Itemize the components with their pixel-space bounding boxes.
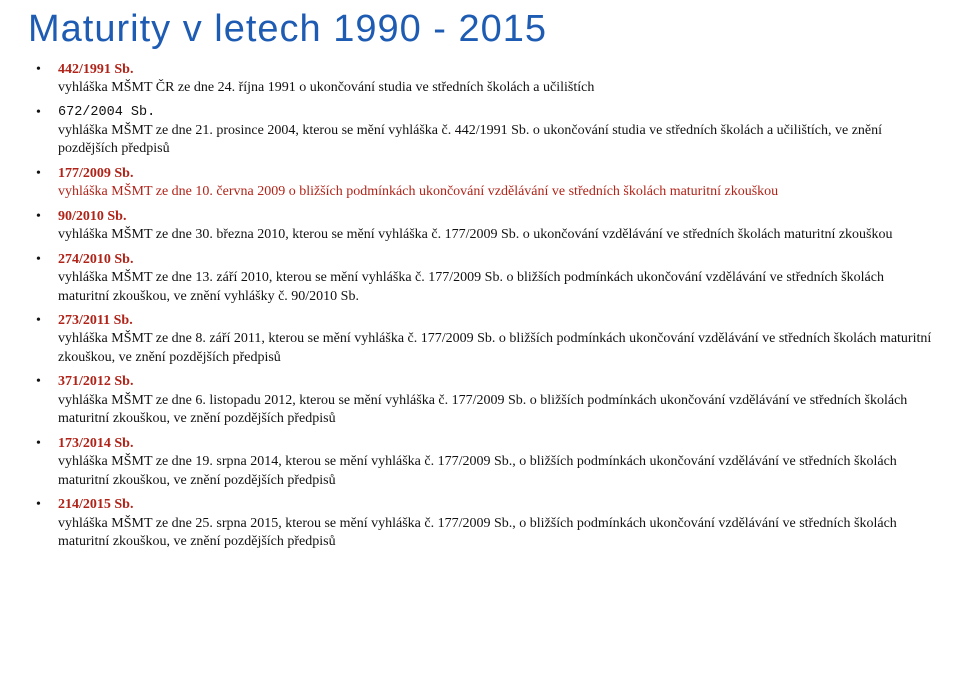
- list-item: 177/2009 Sb. vyhláška MŠMT ze dne 10. če…: [28, 165, 932, 202]
- item-desc: vyhláška MŠMT ze dne 6. listopadu 2012, …: [58, 392, 932, 429]
- item-head: 90/2010 Sb.: [58, 208, 932, 226]
- list-item: 442/1991 Sb. vyhláška MŠMT ČR ze dne 24.…: [28, 61, 932, 98]
- item-head: 274/2010 Sb.: [58, 251, 932, 269]
- item-head: 672/2004 Sb.: [58, 104, 932, 122]
- item-desc: vyhláška MŠMT ze dne 10. června 2009 o b…: [58, 183, 932, 201]
- item-head: 173/2014 Sb.: [58, 435, 932, 453]
- item-desc: vyhláška MŠMT ze dne 30. března 2010, kt…: [58, 226, 932, 244]
- law-list: 442/1991 Sb. vyhláška MŠMT ČR ze dne 24.…: [28, 61, 932, 552]
- item-desc: vyhláška MŠMT ze dne 21. prosince 2004, …: [58, 122, 932, 159]
- list-item: 90/2010 Sb. vyhláška MŠMT ze dne 30. bře…: [28, 208, 932, 245]
- item-head: 442/1991 Sb.: [58, 61, 932, 79]
- list-item: 672/2004 Sb. vyhláška MŠMT ze dne 21. pr…: [28, 104, 932, 159]
- item-head: 273/2011 Sb.: [58, 312, 932, 330]
- list-item: 273/2011 Sb. vyhláška MŠMT ze dne 8. zář…: [28, 312, 932, 367]
- item-desc: vyhláška MŠMT ze dne 19. srpna 2014, kte…: [58, 453, 932, 490]
- page: Maturity v letech 1990 - 2015 442/1991 S…: [0, 0, 960, 570]
- list-item: 173/2014 Sb. vyhláška MŠMT ze dne 19. sr…: [28, 435, 932, 490]
- item-desc: vyhláška MŠMT ze dne 8. září 2011, ktero…: [58, 330, 932, 367]
- item-head: 371/2012 Sb.: [58, 373, 932, 391]
- page-title: Maturity v letech 1990 - 2015: [28, 8, 932, 51]
- item-head: 214/2015 Sb.: [58, 496, 932, 514]
- list-item: 214/2015 Sb. vyhláška MŠMT ze dne 25. sr…: [28, 496, 932, 551]
- item-desc: vyhláška MŠMT ČR ze dne 24. října 1991 o…: [58, 79, 932, 97]
- item-desc: vyhláška MŠMT ze dne 25. srpna 2015, kte…: [58, 515, 932, 552]
- item-head: 177/2009 Sb.: [58, 165, 932, 183]
- list-item: 371/2012 Sb. vyhláška MŠMT ze dne 6. lis…: [28, 373, 932, 428]
- list-item: 274/2010 Sb. vyhláška MŠMT ze dne 13. zá…: [28, 251, 932, 306]
- item-desc: vyhláška MŠMT ze dne 13. září 2010, kter…: [58, 269, 932, 306]
